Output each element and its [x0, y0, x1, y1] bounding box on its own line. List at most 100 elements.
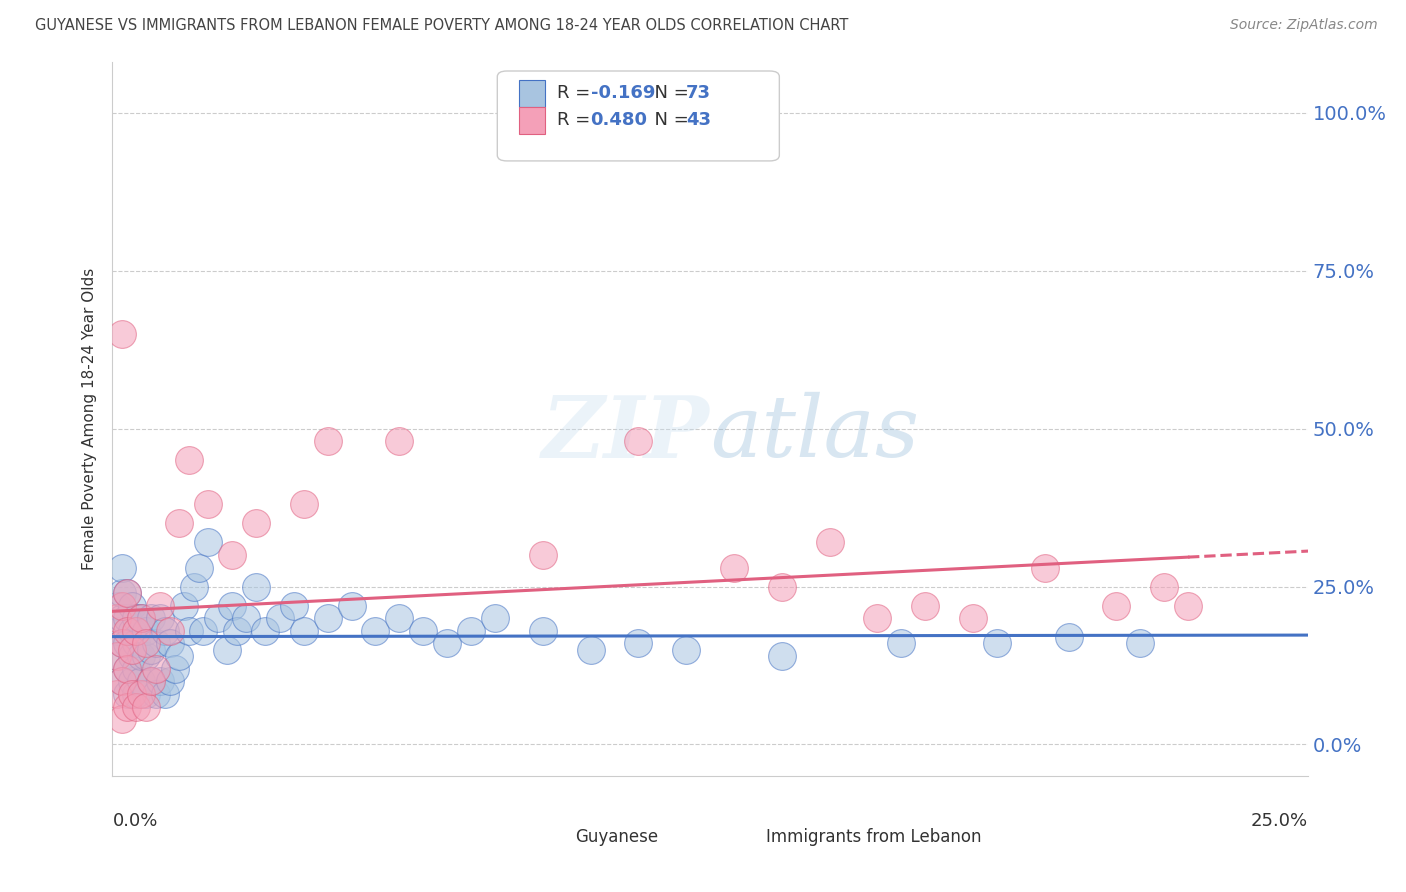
Point — [125, 687, 148, 701]
Point — [129, 611, 152, 625]
Point — [1129, 636, 1152, 650]
Point — [135, 636, 157, 650]
Point — [159, 674, 181, 689]
Point — [125, 624, 148, 638]
FancyBboxPatch shape — [519, 107, 546, 134]
Point — [531, 548, 554, 562]
FancyBboxPatch shape — [543, 824, 569, 851]
Point — [105, 687, 128, 701]
Point — [105, 599, 128, 613]
Text: 25.0%: 25.0% — [1250, 812, 1308, 830]
Point — [129, 687, 152, 701]
Point — [159, 624, 181, 638]
Point — [484, 611, 506, 625]
Point — [197, 535, 219, 549]
Point — [254, 624, 277, 638]
Y-axis label: Female Poverty Among 18-24 Year Olds: Female Poverty Among 18-24 Year Olds — [82, 268, 97, 570]
Point — [145, 687, 167, 701]
Point — [111, 326, 134, 341]
Point — [111, 712, 134, 726]
Point — [364, 624, 387, 638]
Point — [159, 636, 181, 650]
Point — [316, 611, 339, 625]
Text: -0.169: -0.169 — [591, 84, 655, 102]
Point — [1177, 599, 1199, 613]
Point — [217, 642, 239, 657]
Point — [121, 648, 143, 663]
Point — [115, 636, 138, 650]
Point — [169, 516, 191, 531]
Point — [675, 642, 697, 657]
Text: atlas: atlas — [710, 392, 920, 475]
Text: 43: 43 — [686, 112, 711, 129]
Point — [121, 599, 143, 613]
Point — [105, 624, 128, 638]
Text: R =: R = — [557, 112, 596, 129]
Point — [316, 434, 339, 449]
Point — [770, 580, 793, 594]
Point — [121, 642, 143, 657]
Text: 0.480: 0.480 — [591, 112, 648, 129]
Point — [269, 611, 291, 625]
Point — [579, 642, 602, 657]
Point — [115, 611, 138, 625]
Point — [125, 636, 148, 650]
Point — [460, 624, 482, 638]
Point — [986, 636, 1008, 650]
Point — [173, 599, 195, 613]
Point — [139, 642, 162, 657]
FancyBboxPatch shape — [734, 824, 761, 851]
Point — [121, 624, 143, 638]
Point — [135, 687, 157, 701]
Point — [121, 674, 143, 689]
Point — [115, 662, 138, 676]
Point — [225, 624, 247, 638]
Point — [235, 611, 257, 625]
Point — [111, 636, 134, 650]
Point — [115, 662, 138, 676]
Point — [153, 624, 176, 638]
Point — [1153, 580, 1175, 594]
Point — [197, 498, 219, 512]
Point — [115, 687, 138, 701]
Point — [245, 580, 267, 594]
FancyBboxPatch shape — [519, 79, 546, 107]
Point — [111, 560, 134, 574]
Text: Immigrants from Lebanon: Immigrants from Lebanon — [766, 829, 981, 847]
Point — [129, 648, 152, 663]
Point — [1105, 599, 1128, 613]
Point — [139, 674, 162, 689]
Point — [723, 560, 745, 574]
Point — [105, 648, 128, 663]
Text: Source: ZipAtlas.com: Source: ZipAtlas.com — [1230, 18, 1378, 32]
Point — [187, 560, 209, 574]
Point — [121, 687, 143, 701]
Point — [436, 636, 458, 650]
Point — [111, 599, 134, 613]
Point — [866, 611, 889, 625]
Point — [149, 611, 172, 625]
Point — [183, 580, 205, 594]
Point — [207, 611, 229, 625]
Point — [135, 624, 157, 638]
Point — [388, 611, 411, 625]
Point — [111, 674, 134, 689]
Point — [115, 586, 138, 600]
Point — [818, 535, 841, 549]
Point — [111, 636, 134, 650]
Point — [125, 699, 148, 714]
Point — [115, 624, 138, 638]
Text: 0.0%: 0.0% — [112, 812, 157, 830]
Point — [111, 674, 134, 689]
Point — [292, 498, 315, 512]
Point — [914, 599, 936, 613]
Text: ZIP: ZIP — [543, 392, 710, 475]
Point — [129, 674, 152, 689]
Point — [149, 674, 172, 689]
Text: GUYANESE VS IMMIGRANTS FROM LEBANON FEMALE POVERTY AMONG 18-24 YEAR OLDS CORRELA: GUYANESE VS IMMIGRANTS FROM LEBANON FEMA… — [35, 18, 849, 33]
Point — [531, 624, 554, 638]
Point — [135, 699, 157, 714]
Point — [145, 636, 167, 650]
Point — [283, 599, 305, 613]
Text: Guyanese: Guyanese — [575, 829, 658, 847]
